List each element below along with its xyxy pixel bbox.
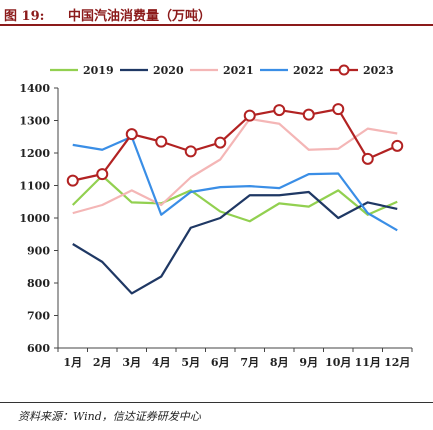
legend-label: 2020	[153, 64, 184, 77]
x-tick-label: 2月	[93, 356, 112, 369]
legend-marker	[338, 64, 350, 76]
series-point-2023	[302, 108, 315, 121]
y-tick-label: 900	[27, 245, 50, 258]
series-2019	[71, 174, 398, 223]
series-point-2023	[96, 168, 109, 181]
legend-label: 2023	[363, 64, 394, 77]
source-note: 资料来源：Wind，信达证券研发中心	[0, 402, 433, 430]
chart-series	[66, 103, 404, 295]
figure-title: 中国汽油消费量（万吨）	[68, 9, 212, 24]
series-2023	[66, 103, 404, 187]
x-tick-label: 3月	[122, 356, 141, 369]
x-tick-label: 8月	[270, 356, 289, 369]
series-point-2023	[66, 174, 79, 187]
series-point-2023	[214, 136, 227, 149]
series-line-2019	[71, 174, 398, 223]
series-point-2023	[273, 104, 286, 117]
series-point-2023	[125, 128, 138, 141]
series-point-2023	[332, 103, 345, 116]
x-tick-label: 10月	[325, 356, 351, 369]
figure-title-bar: 图 19: 中国汽油消费量（万吨）	[0, 0, 433, 26]
source-text: 资料来源：Wind，信达证券研发中心	[18, 410, 201, 423]
x-tick-label: 6月	[211, 356, 230, 369]
series-line-2022	[72, 135, 398, 232]
y-tick-label: 1300	[19, 115, 50, 128]
y-tick-label: 600	[27, 342, 50, 355]
legend-item-2023: 2023	[330, 64, 394, 77]
y-tick-label: 1200	[19, 147, 50, 160]
x-tick-label: 5月	[181, 356, 200, 369]
x-tick-label: 12月	[384, 356, 410, 369]
legend-label: 2021	[223, 64, 254, 77]
series-2022	[72, 135, 398, 232]
chart-legend: 2019 2020 2021 2022 2023	[50, 64, 394, 77]
y-tick-label: 800	[27, 277, 50, 290]
x-tick-label: 7月	[240, 356, 259, 369]
legend-label: 2022	[293, 64, 324, 77]
legend-item-2019: 2019	[50, 64, 114, 77]
x-tick-label: 9月	[299, 356, 318, 369]
x-tick-label: 11月	[355, 356, 381, 369]
series-2020	[72, 190, 398, 295]
series-point-2023	[243, 109, 256, 122]
series-point-2023	[184, 145, 197, 158]
line-chart: 2019 2020 2021 2022 2023 600 700 800 900 1000 110…	[19, 64, 413, 369]
series-point-2023	[361, 152, 374, 165]
figure-label: 图 19:	[4, 9, 45, 24]
series-line-2020	[72, 190, 398, 295]
legend-item-2022: 2022	[260, 64, 324, 77]
series-line-2023	[72, 108, 398, 182]
chart-axes: 600 700 800 900 1000 1100 1200 1300 1400 1月 2月 3月 4月…	[19, 82, 413, 369]
y-tick-label: 1100	[19, 180, 50, 193]
x-tick-label: 1月	[63, 356, 82, 369]
series-2021	[72, 117, 398, 215]
x-tick-label: 4月	[152, 356, 171, 369]
series-point-2023	[155, 135, 168, 148]
legend-label: 2019	[83, 64, 114, 77]
y-tick-label: 1000	[19, 212, 50, 225]
legend-item-2021: 2021	[190, 64, 254, 77]
legend-item-2020: 2020	[120, 64, 184, 77]
y-tick-label: 700	[27, 310, 50, 323]
series-line-2021	[72, 117, 398, 215]
series-point-2023	[391, 139, 404, 152]
y-tick-label: 1400	[19, 82, 50, 95]
